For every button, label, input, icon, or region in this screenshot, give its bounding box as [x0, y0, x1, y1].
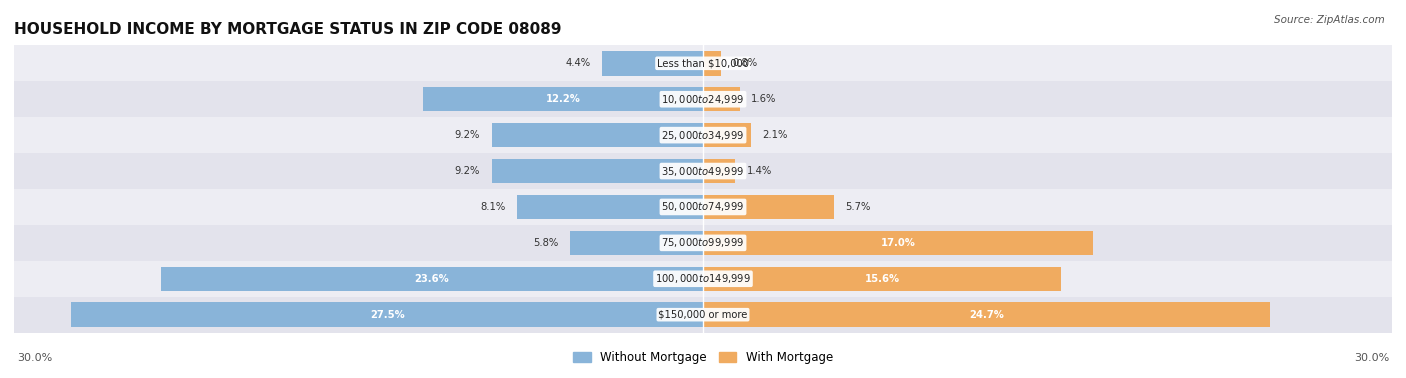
Text: 5.8%: 5.8%: [533, 238, 558, 248]
Text: Source: ZipAtlas.com: Source: ZipAtlas.com: [1274, 15, 1385, 25]
Legend: Without Mortgage, With Mortgage: Without Mortgage, With Mortgage: [574, 351, 832, 364]
Text: 30.0%: 30.0%: [17, 353, 52, 363]
Bar: [517, 195, 703, 219]
Bar: [703, 231, 1094, 255]
Text: 9.2%: 9.2%: [456, 166, 481, 176]
Bar: [162, 266, 703, 291]
Text: 15.6%: 15.6%: [865, 274, 900, 284]
Text: 12.2%: 12.2%: [546, 94, 581, 104]
Bar: [703, 51, 721, 76]
Text: $35,000 to $49,999: $35,000 to $49,999: [661, 164, 745, 178]
Bar: [703, 159, 735, 183]
Text: 9.2%: 9.2%: [456, 130, 481, 140]
Bar: [703, 87, 740, 112]
Bar: [492, 159, 703, 183]
Text: 4.4%: 4.4%: [565, 58, 591, 68]
Bar: [14, 261, 1392, 297]
Bar: [423, 87, 703, 112]
Text: 30.0%: 30.0%: [1354, 353, 1389, 363]
Text: $150,000 or more: $150,000 or more: [658, 310, 748, 320]
Text: 23.6%: 23.6%: [415, 274, 450, 284]
Bar: [14, 189, 1392, 225]
Text: 2.1%: 2.1%: [762, 130, 789, 140]
Text: $75,000 to $99,999: $75,000 to $99,999: [661, 236, 745, 249]
Bar: [492, 123, 703, 147]
Bar: [569, 231, 703, 255]
Bar: [602, 51, 703, 76]
Bar: [703, 302, 1270, 327]
Bar: [72, 302, 703, 327]
Bar: [703, 266, 1062, 291]
Text: HOUSEHOLD INCOME BY MORTGAGE STATUS IN ZIP CODE 08089: HOUSEHOLD INCOME BY MORTGAGE STATUS IN Z…: [14, 22, 561, 37]
Bar: [14, 45, 1392, 81]
Bar: [14, 297, 1392, 333]
Bar: [703, 123, 751, 147]
Text: 24.7%: 24.7%: [969, 310, 1004, 320]
Text: 27.5%: 27.5%: [370, 310, 405, 320]
Text: $100,000 to $149,999: $100,000 to $149,999: [655, 272, 751, 285]
Text: $10,000 to $24,999: $10,000 to $24,999: [661, 93, 745, 106]
Bar: [14, 81, 1392, 117]
Text: 5.7%: 5.7%: [845, 202, 870, 212]
Text: 1.4%: 1.4%: [747, 166, 772, 176]
Text: $25,000 to $34,999: $25,000 to $34,999: [661, 129, 745, 142]
Text: $50,000 to $74,999: $50,000 to $74,999: [661, 200, 745, 214]
Text: 1.6%: 1.6%: [751, 94, 776, 104]
Bar: [14, 225, 1392, 261]
Text: 17.0%: 17.0%: [880, 238, 915, 248]
Bar: [14, 153, 1392, 189]
Bar: [703, 195, 834, 219]
Text: Less than $10,000: Less than $10,000: [657, 58, 749, 68]
Text: 0.8%: 0.8%: [733, 58, 758, 68]
Text: 8.1%: 8.1%: [481, 202, 506, 212]
Bar: [14, 117, 1392, 153]
